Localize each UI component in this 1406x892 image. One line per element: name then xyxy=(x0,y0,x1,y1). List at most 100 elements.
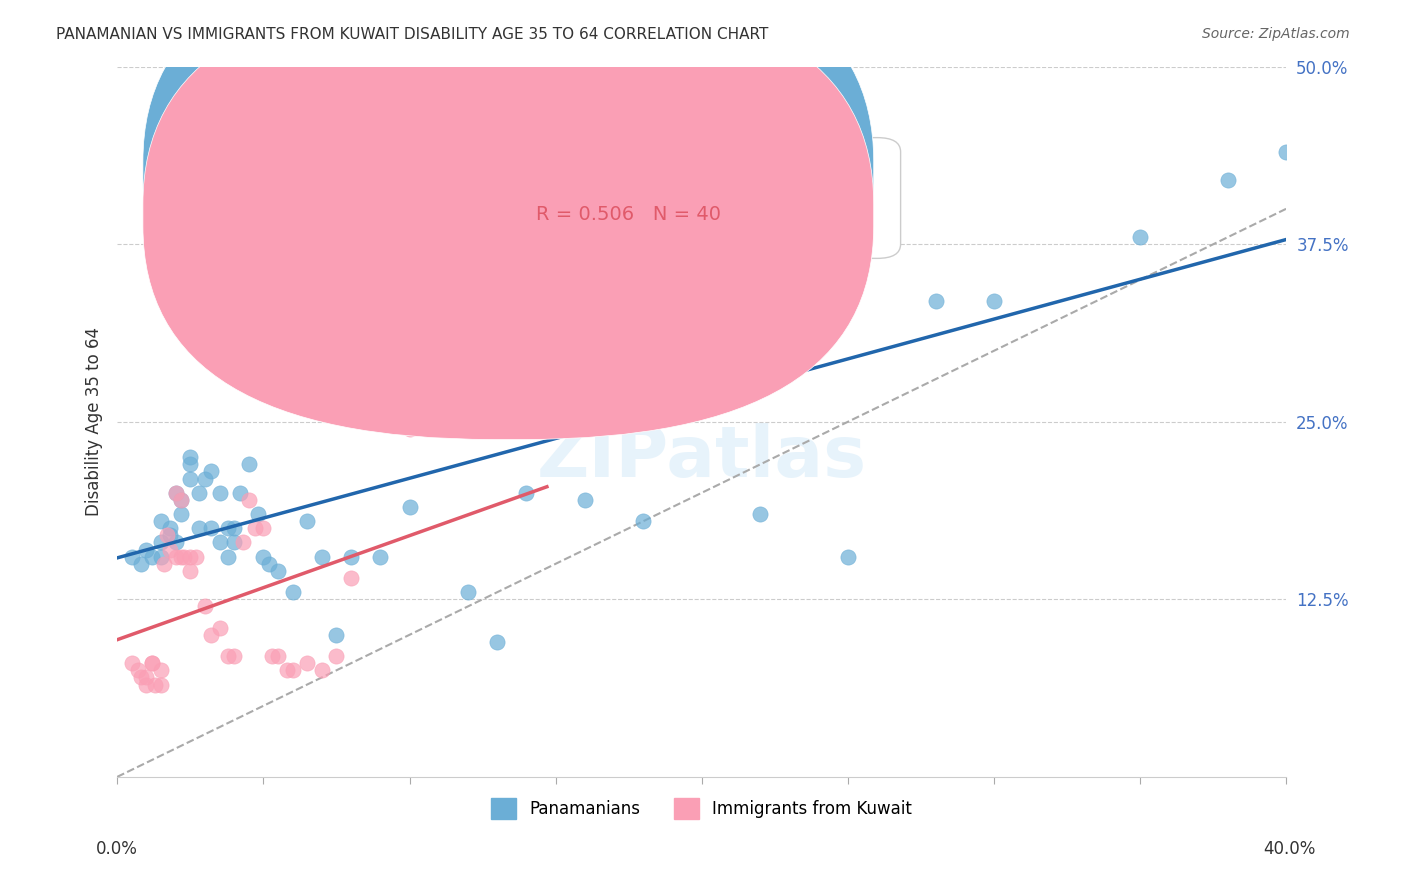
Point xyxy=(238,458,260,472)
Point xyxy=(127,663,149,677)
Text: R = 0.474   N = 55: R = 0.474 N = 55 xyxy=(536,162,721,181)
Point xyxy=(159,528,181,542)
Point xyxy=(200,465,222,479)
FancyBboxPatch shape xyxy=(143,0,873,397)
Point xyxy=(217,521,239,535)
Point xyxy=(574,492,596,507)
Point xyxy=(325,628,347,642)
Point xyxy=(267,564,290,578)
Point xyxy=(340,571,363,585)
Point xyxy=(179,471,201,485)
Point xyxy=(232,535,254,549)
Point xyxy=(384,230,406,244)
Text: Source: ZipAtlas.com: Source: ZipAtlas.com xyxy=(1202,27,1350,41)
Point xyxy=(165,549,187,564)
Point xyxy=(188,521,211,535)
Point xyxy=(983,293,1005,308)
Point xyxy=(141,549,163,564)
Text: 0.0%: 0.0% xyxy=(96,840,138,858)
Text: R = 0.506   N = 40: R = 0.506 N = 40 xyxy=(536,205,721,224)
Point xyxy=(150,549,173,564)
Point xyxy=(129,670,152,684)
Point xyxy=(179,564,201,578)
Point xyxy=(295,657,318,671)
Point xyxy=(156,528,179,542)
Point xyxy=(159,542,181,557)
Point xyxy=(238,492,260,507)
Point xyxy=(208,621,231,635)
Point xyxy=(159,521,181,535)
Point xyxy=(276,663,298,677)
Point xyxy=(165,485,187,500)
FancyBboxPatch shape xyxy=(143,0,873,440)
Text: ZIPatlas: ZIPatlas xyxy=(537,423,868,491)
Point xyxy=(325,649,347,664)
Point xyxy=(150,663,173,677)
Point xyxy=(1216,173,1239,187)
Point xyxy=(368,549,391,564)
Point xyxy=(135,670,157,684)
Point xyxy=(170,492,193,507)
Point xyxy=(457,585,479,599)
Point xyxy=(143,677,166,691)
Point xyxy=(200,628,222,642)
Y-axis label: Disability Age 35 to 64: Disability Age 35 to 64 xyxy=(86,327,103,516)
Point xyxy=(194,599,217,614)
Point xyxy=(1129,230,1152,244)
Point xyxy=(311,663,333,677)
Point xyxy=(170,549,193,564)
Point xyxy=(141,657,163,671)
Point xyxy=(252,521,274,535)
Point xyxy=(633,514,655,528)
Point xyxy=(224,535,246,549)
Point xyxy=(262,649,284,664)
Point xyxy=(924,293,946,308)
Point xyxy=(200,521,222,535)
Point xyxy=(229,485,252,500)
Point xyxy=(224,649,246,664)
Point xyxy=(170,492,193,507)
Point xyxy=(150,514,173,528)
Point xyxy=(194,471,217,485)
Point xyxy=(311,549,333,564)
Point xyxy=(515,401,537,415)
Point xyxy=(165,485,187,500)
Point xyxy=(252,549,274,564)
Point xyxy=(170,507,193,521)
Point xyxy=(486,635,509,649)
Point xyxy=(749,507,772,521)
Point xyxy=(267,649,290,664)
Point xyxy=(121,549,143,564)
Point xyxy=(184,549,207,564)
Point xyxy=(150,535,173,549)
Point xyxy=(208,485,231,500)
Point xyxy=(224,521,246,535)
Point xyxy=(340,549,363,564)
Point xyxy=(544,223,567,237)
Point xyxy=(1275,145,1298,159)
Point xyxy=(837,549,859,564)
Point xyxy=(179,450,201,465)
Text: PANAMANIAN VS IMMIGRANTS FROM KUWAIT DISABILITY AGE 35 TO 64 CORRELATION CHART: PANAMANIAN VS IMMIGRANTS FROM KUWAIT DIS… xyxy=(56,27,769,42)
Point xyxy=(153,557,176,571)
Point xyxy=(150,677,173,691)
Legend: Panamanians, Immigrants from Kuwait: Panamanians, Immigrants from Kuwait xyxy=(485,792,920,825)
Point xyxy=(208,535,231,549)
Point xyxy=(129,557,152,571)
Point xyxy=(135,542,157,557)
Point xyxy=(165,535,187,549)
Point xyxy=(179,549,201,564)
Point xyxy=(398,500,420,514)
Point xyxy=(217,649,239,664)
Point xyxy=(257,557,280,571)
FancyBboxPatch shape xyxy=(457,137,901,259)
Point xyxy=(398,422,420,436)
Point xyxy=(281,585,304,599)
Text: 40.0%: 40.0% xyxy=(1264,840,1316,858)
Point xyxy=(217,549,239,564)
Point xyxy=(179,458,201,472)
Point xyxy=(281,663,304,677)
Point xyxy=(121,657,143,671)
Point xyxy=(188,485,211,500)
Point xyxy=(135,677,157,691)
